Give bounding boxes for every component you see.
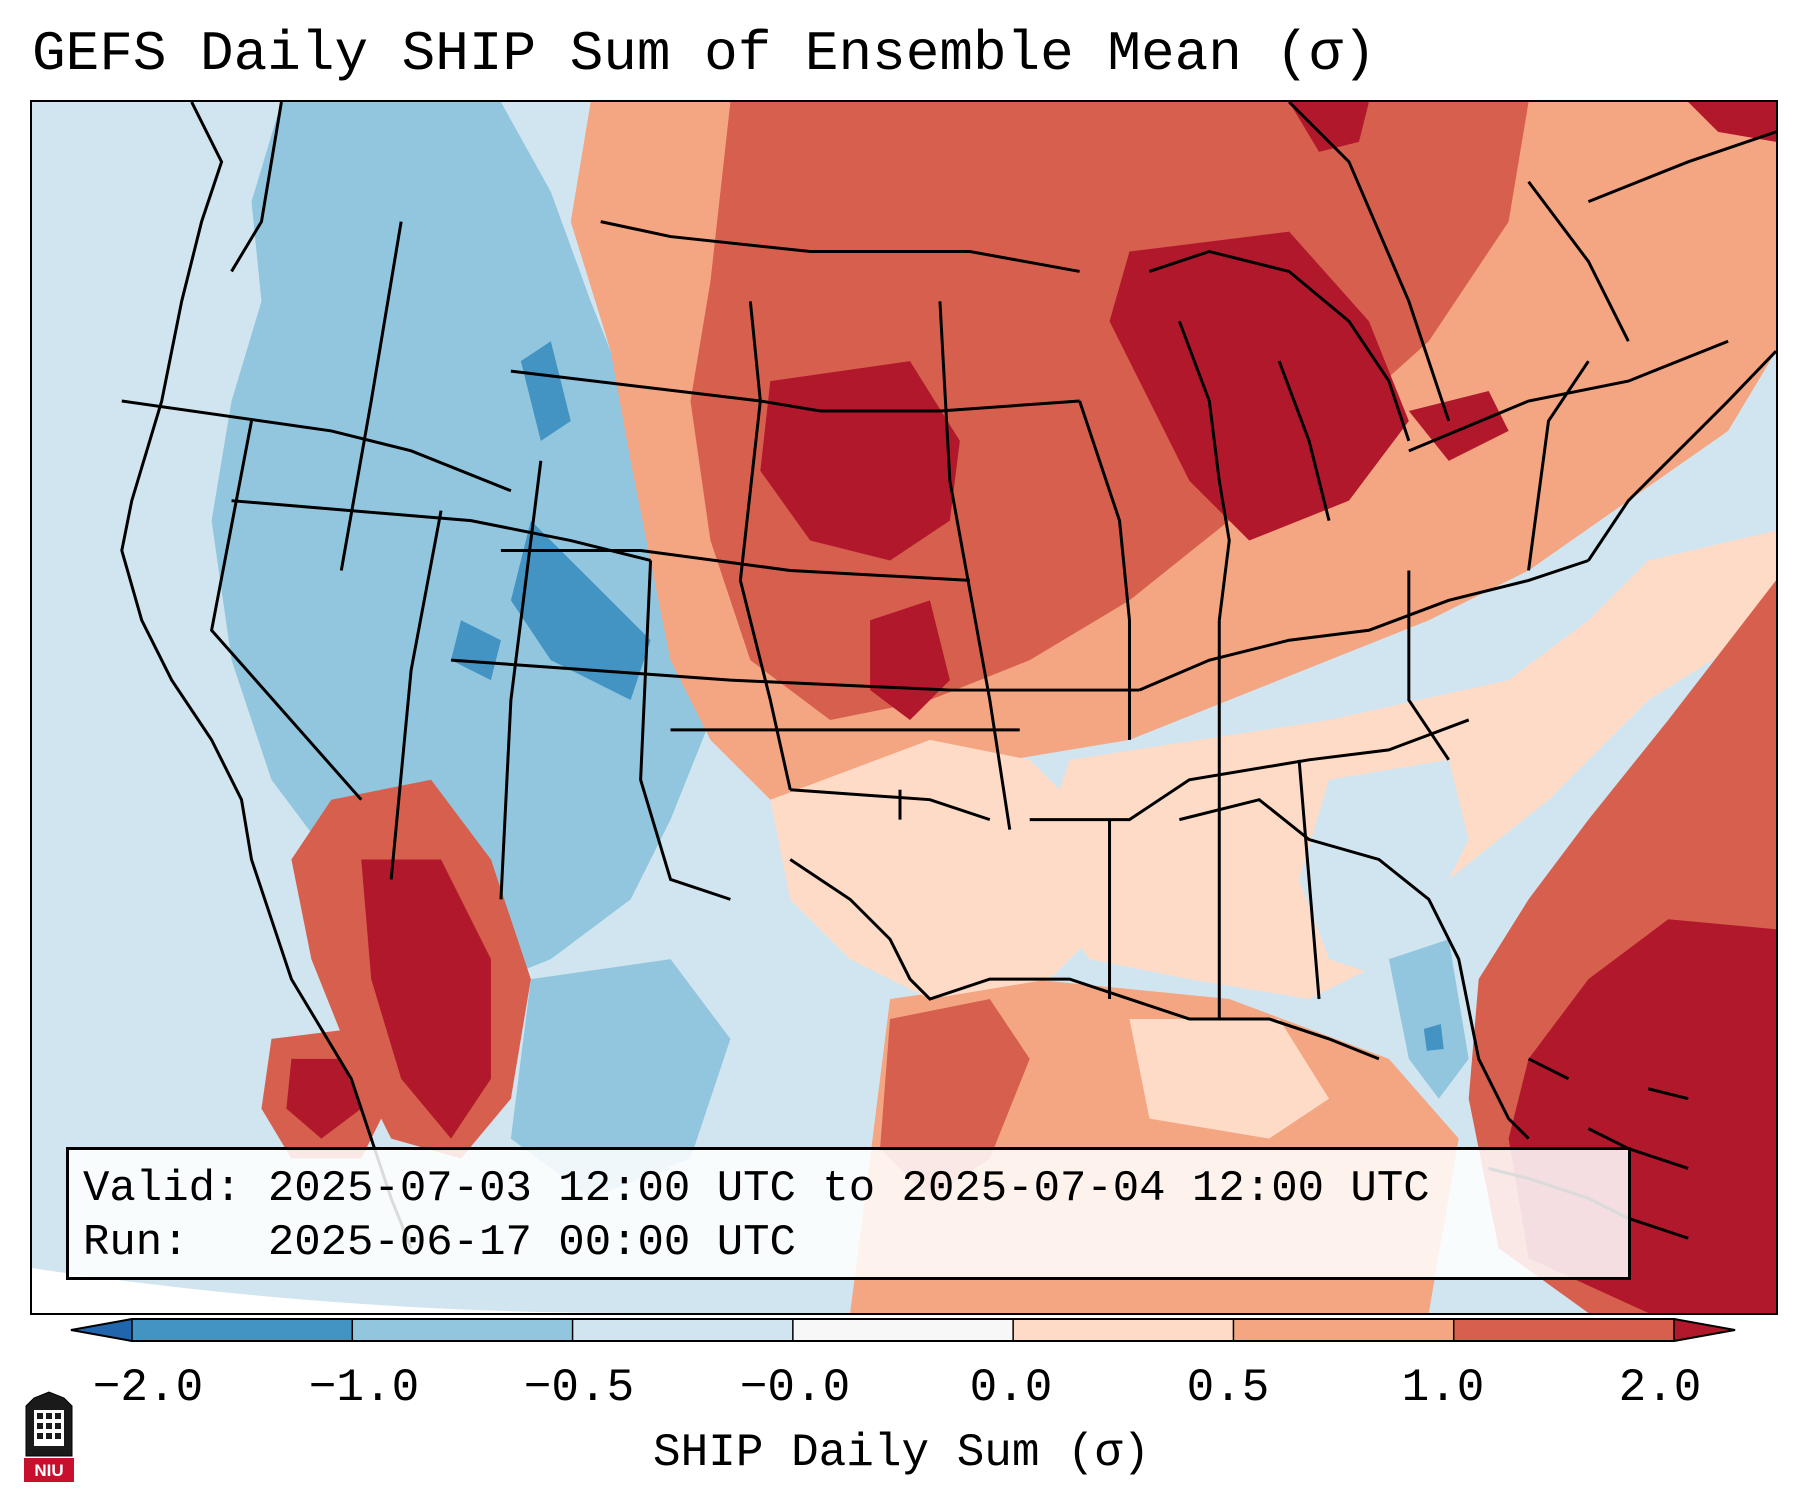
colorbar-segment: [132, 1318, 353, 1342]
valid-run-info-box: Valid: 2025-07-03 12:00 UTC to 2025-07-0…: [66, 1147, 1631, 1280]
map-panel: [30, 100, 1778, 1315]
colorbar-tick-label: 0.5: [1186, 1362, 1270, 1414]
florida-negative-core: [1423, 1023, 1444, 1051]
mexico-negative-region: [510, 959, 731, 1199]
colorbar-tick-label: −0.5: [523, 1362, 635, 1414]
colorado-negative-core: [510, 520, 651, 701]
sonora-positive-core: [361, 859, 491, 1139]
colorbar-segment: [1453, 1318, 1675, 1342]
west-negative-region: [211, 102, 711, 1000]
colorbar-extend-high: [1674, 1318, 1736, 1342]
chart-title: GEFS Daily SHIP Sum of Ensemble Mean (σ): [32, 22, 1377, 86]
colorbar-tick-label: 0.0: [969, 1362, 1053, 1414]
baja-positive-core: [286, 1058, 362, 1139]
valid-value: 2025-07-03 12:00 UTC to 2025-07-04 12:00…: [267, 1164, 1430, 1214]
anomaly-map: [32, 102, 1776, 1313]
colorbar: [70, 1318, 1736, 1342]
colorbar-tick-label: 1.0: [1401, 1362, 1485, 1414]
run-label: Run:: [83, 1218, 189, 1268]
valid-label: Valid:: [83, 1164, 242, 1214]
run-value: 2025-06-17 00:00 UTC: [267, 1218, 796, 1268]
utah-negative-core: [451, 620, 501, 681]
colorbar-segment: [1013, 1318, 1234, 1342]
colorbar-tick-label: −1.0: [308, 1362, 420, 1414]
gulf-weak-positive: [1129, 1018, 1330, 1139]
colorbar-tick-label: −2.0: [92, 1362, 204, 1414]
plains-positive-region: [690, 102, 1529, 720]
lake-ontario-positive-core: [1408, 391, 1509, 461]
wyoming-negative-core: [520, 341, 571, 441]
colorbar-tick-label: 2.0: [1618, 1362, 1702, 1414]
colorbar-tick-label: −0.0: [739, 1362, 851, 1414]
logo-text: NIU: [34, 1461, 63, 1480]
colorbar-segment: [572, 1318, 794, 1342]
northeast-corner-positive-core: [1688, 102, 1776, 142]
niu-logo: NIU: [24, 1391, 74, 1482]
south-central-weak-positive: [770, 739, 1110, 1000]
colorbar-label: SHIP Daily Sum (σ): [653, 1427, 1150, 1479]
colorbar-segment: [792, 1318, 1014, 1342]
colorbar-segment: [352, 1318, 574, 1342]
georgia-negative-region: [1299, 759, 1469, 980]
colorbar-segment: [1233, 1318, 1455, 1342]
southeast-weak-positive: [1029, 530, 1776, 1000]
canada-positive-core: [1289, 102, 1369, 152]
coastline-and-borders: [120, 102, 1776, 1249]
colorbar-extend-low: [70, 1318, 132, 1342]
